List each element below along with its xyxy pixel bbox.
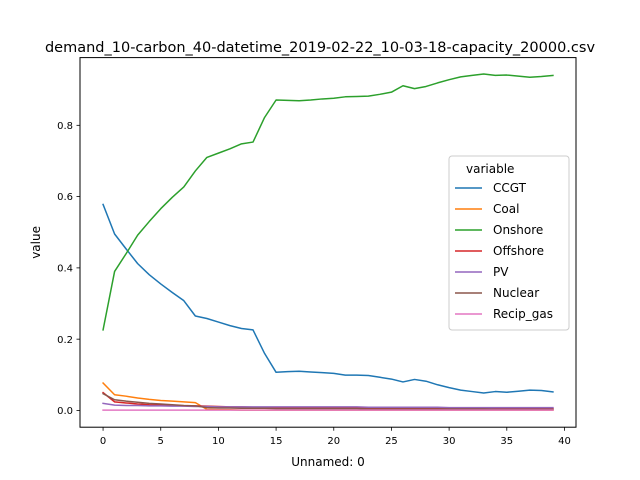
x-axis-label: Unnamed: 0: [291, 455, 365, 469]
legend-label-onshore: Onshore: [493, 223, 543, 237]
legend-label-pv: PV: [493, 265, 509, 279]
y-tick-label: 0.0: [57, 406, 73, 417]
y-axis-label: value: [29, 226, 43, 259]
x-tick-label: 10: [212, 436, 225, 447]
series-line-onshore: [102, 73, 554, 331]
legend-label-ccgt: CCGT: [493, 181, 527, 195]
legend-label-coal: Coal: [493, 202, 519, 216]
y-tick-label: 0.8: [57, 121, 73, 132]
plot-series: [102, 73, 554, 411]
x-tick-label: 0: [100, 436, 106, 447]
x-tick-label: 30: [443, 436, 456, 447]
legend-box: [448, 155, 570, 331]
x-tick-label: 40: [558, 436, 571, 447]
legend-title: variable: [466, 162, 514, 176]
x-tick-label: 35: [500, 436, 513, 447]
legend-entries: CCGT Coal Onshore Offshore PV Nuclear Recip_ga…: [455, 181, 553, 321]
series-line-nuclear: [102, 392, 554, 411]
legend: variable CCGT Coal Onshore Offshore PV Nuclea…: [448, 155, 570, 331]
plot-frame: [79, 57, 577, 428]
chart-title: demand_10-carbon_40-datetime_2019-02-22_…: [45, 40, 595, 56]
legend-label-offshore: Offshore: [493, 244, 544, 258]
series-line-ccgt: [102, 203, 554, 394]
x-tick-label: 15: [270, 436, 283, 447]
x-tick-label: 25: [385, 436, 398, 447]
y-tick-label: 0.2: [57, 335, 73, 346]
series-line-pv: [102, 402, 554, 409]
legend-label-recip-gas: Recip_gas: [493, 307, 553, 321]
y-tick-label: 0.4: [57, 263, 73, 274]
y-tick-label: 0.6: [57, 192, 73, 203]
x-axis: 0 5 10 15 20 25 30 35 40: [100, 427, 571, 447]
y-axis: 0.0 0.2 0.4 0.6 0.8: [57, 121, 80, 417]
x-tick-label: 5: [158, 436, 164, 447]
x-tick-label: 20: [327, 436, 340, 447]
legend-label-nuclear: Nuclear: [493, 286, 539, 300]
